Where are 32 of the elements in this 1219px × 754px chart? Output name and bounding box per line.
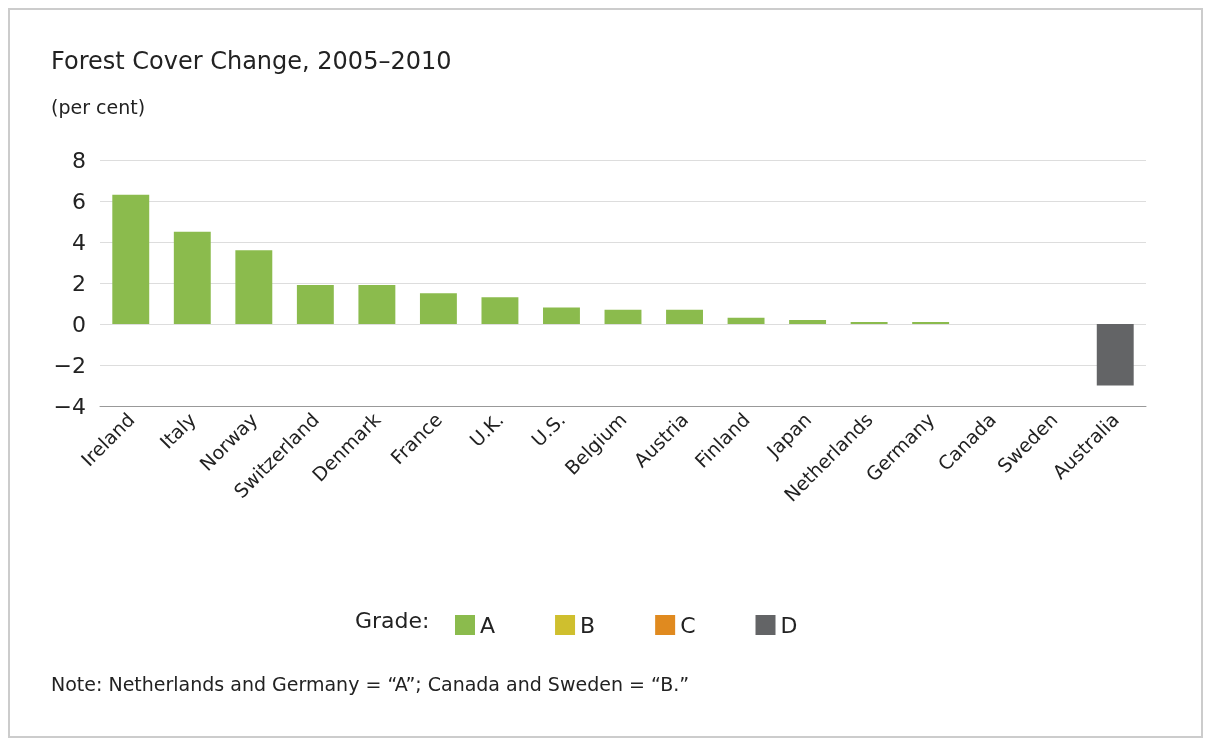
legend-title: Grade: xyxy=(355,607,430,633)
bar xyxy=(912,321,950,324)
bar xyxy=(419,293,457,324)
chart-subtitle: (per cent) xyxy=(51,95,146,118)
y-tick-label: 6 xyxy=(72,188,86,214)
bar xyxy=(727,317,765,324)
x-tick-label: U.K. xyxy=(464,408,508,451)
y-tick-label: 0 xyxy=(72,311,86,337)
y-tick-label: 8 xyxy=(72,147,86,173)
text: Note: Netherlands and Germany = “A”; Canada and Sweden = “B.” xyxy=(51,672,690,695)
bar xyxy=(173,231,211,324)
bar xyxy=(789,319,827,324)
bar xyxy=(850,321,888,324)
bar xyxy=(1096,324,1134,386)
bar xyxy=(112,194,150,324)
bar xyxy=(666,309,703,324)
bar xyxy=(604,309,642,324)
bar xyxy=(296,285,334,324)
x-tick-label: U.S. xyxy=(526,408,570,451)
bar xyxy=(543,307,580,324)
y-tick-label: 2 xyxy=(72,270,86,296)
bar xyxy=(481,297,519,324)
y-tick-label: 4 xyxy=(72,229,86,255)
chart-title: Forest Cover Change, 2005–2010 xyxy=(51,47,452,75)
legend-label: B xyxy=(580,612,596,638)
bar xyxy=(235,250,273,324)
y-tick-label: −2 xyxy=(53,352,86,378)
legend-label: C xyxy=(680,612,696,638)
legend-label: A xyxy=(480,612,496,638)
y-tick-label: −4 xyxy=(53,393,86,419)
legend-label: D xyxy=(780,612,798,638)
bar xyxy=(358,285,396,324)
